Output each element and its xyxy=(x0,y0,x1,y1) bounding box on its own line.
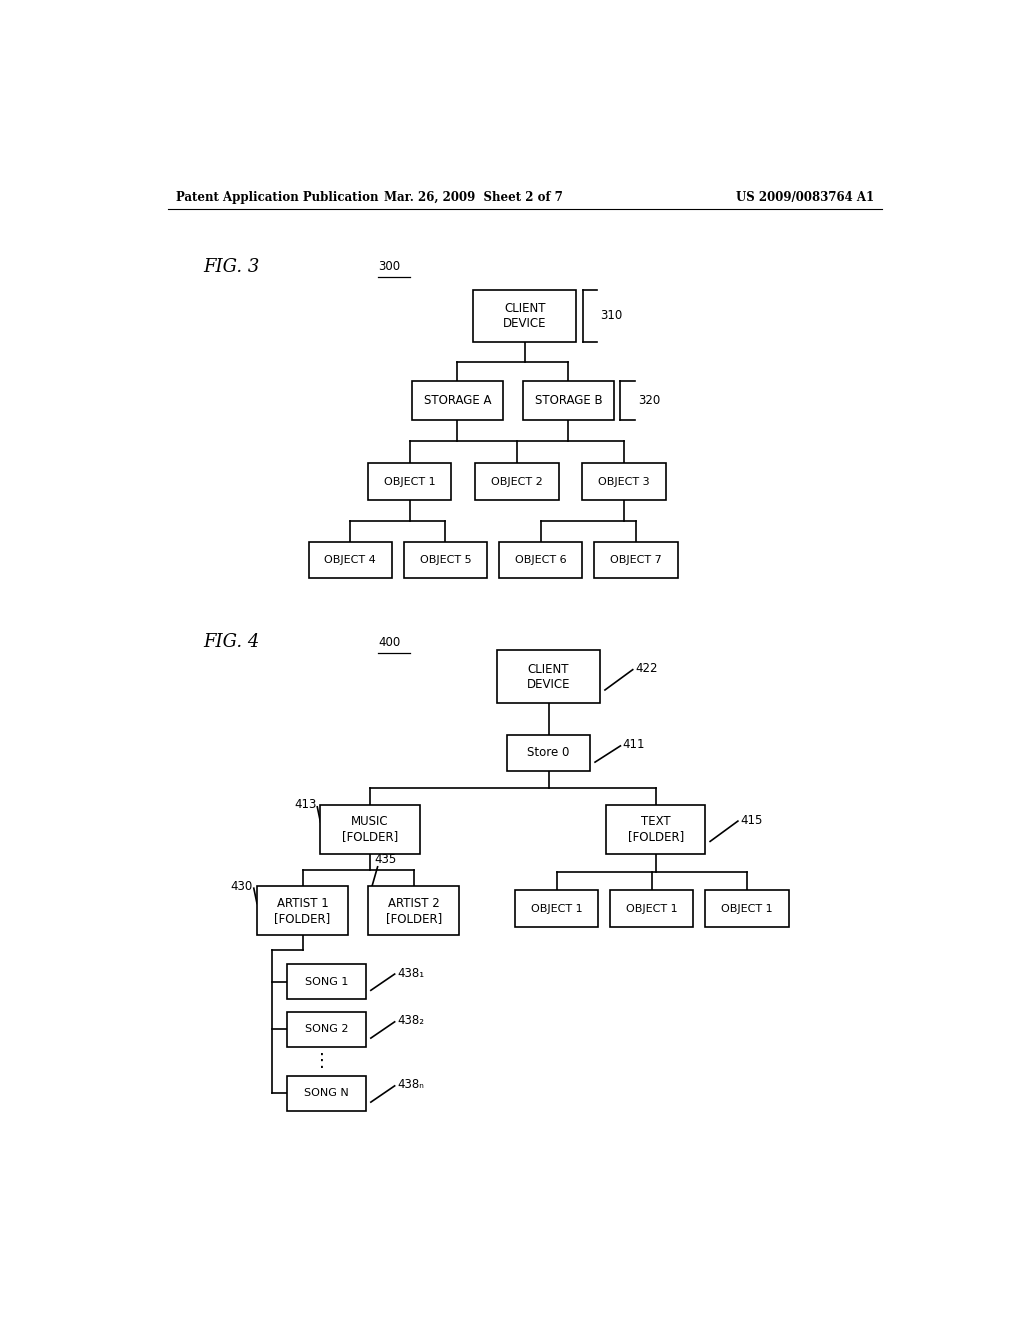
FancyBboxPatch shape xyxy=(499,541,583,578)
FancyBboxPatch shape xyxy=(368,886,460,935)
Text: 300: 300 xyxy=(378,260,400,273)
FancyBboxPatch shape xyxy=(515,890,598,927)
Text: ⋮: ⋮ xyxy=(312,1052,331,1071)
Text: OBJECT 6: OBJECT 6 xyxy=(515,554,566,565)
Text: OBJECT 1: OBJECT 1 xyxy=(530,903,583,913)
FancyBboxPatch shape xyxy=(594,541,678,578)
Text: 320: 320 xyxy=(638,393,660,407)
Text: CLIENT
DEVICE: CLIENT DEVICE xyxy=(527,663,570,690)
Text: STORAGE B: STORAGE B xyxy=(535,393,602,407)
Text: 411: 411 xyxy=(623,738,645,751)
FancyBboxPatch shape xyxy=(606,805,706,854)
Text: TEXT
[FOLDER]: TEXT [FOLDER] xyxy=(628,816,684,843)
Text: OBJECT 5: OBJECT 5 xyxy=(420,554,471,565)
FancyBboxPatch shape xyxy=(475,463,558,500)
FancyBboxPatch shape xyxy=(368,463,452,500)
Text: OBJECT 7: OBJECT 7 xyxy=(610,554,662,565)
FancyBboxPatch shape xyxy=(507,735,590,771)
Text: SONG 1: SONG 1 xyxy=(305,977,348,986)
FancyBboxPatch shape xyxy=(308,541,392,578)
FancyBboxPatch shape xyxy=(473,289,577,342)
Text: 422: 422 xyxy=(635,663,657,675)
Text: OBJECT 1: OBJECT 1 xyxy=(721,903,773,913)
Text: 438₁: 438₁ xyxy=(397,966,424,979)
Text: OBJECT 2: OBJECT 2 xyxy=(490,477,543,487)
Text: 438ₙ: 438ₙ xyxy=(397,1078,424,1092)
Text: 435: 435 xyxy=(375,853,396,866)
Text: OBJECT 1: OBJECT 1 xyxy=(626,903,678,913)
Text: SONG 2: SONG 2 xyxy=(305,1024,348,1035)
Text: US 2009/0083764 A1: US 2009/0083764 A1 xyxy=(736,190,873,203)
Text: 400: 400 xyxy=(378,636,400,649)
Text: STORAGE A: STORAGE A xyxy=(424,393,492,407)
FancyBboxPatch shape xyxy=(257,886,348,935)
Text: ARTIST 2
[FOLDER]: ARTIST 2 [FOLDER] xyxy=(386,896,441,924)
FancyBboxPatch shape xyxy=(583,463,666,500)
Text: MUSIC
[FOLDER]: MUSIC [FOLDER] xyxy=(342,816,398,843)
Text: OBJECT 3: OBJECT 3 xyxy=(598,477,650,487)
FancyBboxPatch shape xyxy=(523,381,614,420)
Text: 310: 310 xyxy=(600,309,623,322)
Text: FIG. 3: FIG. 3 xyxy=(204,259,260,276)
FancyBboxPatch shape xyxy=(403,541,487,578)
Text: OBJECT 1: OBJECT 1 xyxy=(384,477,435,487)
FancyBboxPatch shape xyxy=(610,890,693,927)
Text: Mar. 26, 2009  Sheet 2 of 7: Mar. 26, 2009 Sheet 2 of 7 xyxy=(384,190,562,203)
FancyBboxPatch shape xyxy=(321,805,420,854)
FancyBboxPatch shape xyxy=(497,651,600,704)
FancyBboxPatch shape xyxy=(412,381,503,420)
Text: 438₂: 438₂ xyxy=(397,1014,424,1027)
Text: FIG. 4: FIG. 4 xyxy=(204,634,260,651)
Text: 415: 415 xyxy=(740,813,763,826)
Text: 413: 413 xyxy=(294,799,316,812)
Text: SONG N: SONG N xyxy=(304,1089,349,1098)
Text: Store 0: Store 0 xyxy=(527,747,569,759)
Text: OBJECT 4: OBJECT 4 xyxy=(325,554,376,565)
FancyBboxPatch shape xyxy=(287,1012,367,1047)
Text: 430: 430 xyxy=(230,879,253,892)
FancyBboxPatch shape xyxy=(287,1076,367,1110)
Text: Patent Application Publication: Patent Application Publication xyxy=(176,190,378,203)
FancyBboxPatch shape xyxy=(706,890,788,927)
FancyBboxPatch shape xyxy=(287,965,367,999)
Text: CLIENT
DEVICE: CLIENT DEVICE xyxy=(503,302,547,330)
Text: ARTIST 1
[FOLDER]: ARTIST 1 [FOLDER] xyxy=(274,896,331,924)
